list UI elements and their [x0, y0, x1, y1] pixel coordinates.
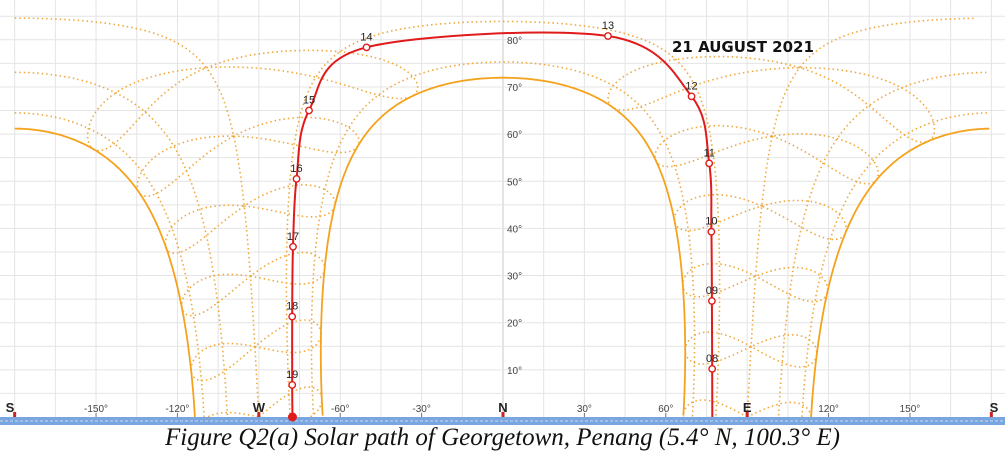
date-curve	[14, 17, 976, 416]
hour-point	[604, 32, 612, 40]
horizon-ground-band	[0, 417, 1005, 425]
hour-point	[288, 381, 297, 389]
hour-label: 09	[706, 285, 718, 297]
cardinal-marker	[501, 412, 505, 417]
y-tick-label: 20°	[507, 319, 522, 330]
x-tick-label: S	[990, 400, 999, 415]
cardinal-marker	[13, 412, 17, 417]
x-tick-label: 150°	[900, 404, 921, 415]
hour-analemma	[654, 124, 880, 185]
hour-analemma	[207, 386, 323, 418]
x-axis-ticks: S -150° -120° W -60° -30° N 30° 60° E 120° 150° S	[6, 400, 999, 417]
hour-analemma	[684, 331, 818, 368]
x-tick-label: -120°	[165, 404, 189, 415]
hour-point	[708, 365, 717, 373]
hour-point	[705, 159, 714, 168]
hour-point	[687, 92, 696, 101]
hour-label: 16	[290, 163, 302, 175]
x-tick-label: 30°	[577, 404, 592, 415]
y-axis-ticks: 10° 20° 30° 40° 50° 60° 70° 80°	[507, 36, 522, 377]
hour-analemma	[86, 49, 419, 152]
cardinal-marker	[257, 412, 261, 417]
y-tick-label: 60°	[507, 130, 522, 141]
hour-point	[708, 297, 716, 305]
x-tick-label: -60°	[331, 404, 349, 415]
hour-point	[292, 174, 301, 183]
hour-analemma	[607, 55, 936, 144]
hour-analemma	[180, 251, 326, 317]
x-tick-label: S	[6, 400, 15, 415]
hour-label: 10	[705, 216, 717, 228]
x-tick-label: -150°	[84, 404, 108, 415]
sun-path-line	[291, 31, 714, 418]
x-tick-label: -30°	[412, 404, 430, 415]
hour-point	[288, 312, 297, 321]
solstice-curve	[319, 76, 687, 416]
date-curve	[14, 71, 987, 416]
solar-path-chart: S -150° -120° W -60° -30° N 30° 60° E 120° 150° S 10…	[0, 0, 1005, 425]
grid-lines	[0, 0, 1005, 417]
hour-label: 12	[685, 80, 697, 92]
date-curve	[310, 61, 696, 417]
solstice-boundary-curves	[14, 76, 990, 417]
hour-label: 11	[703, 147, 714, 159]
hour-point	[707, 227, 716, 236]
cardinal-marker	[989, 412, 993, 417]
hour-label: 15	[303, 95, 315, 107]
x-tick-label: 120°	[818, 404, 839, 415]
hour-point	[289, 242, 297, 251]
hour-label: 13	[602, 20, 614, 32]
y-tick-label: 30°	[507, 272, 522, 283]
analemma-dotted-curves	[14, 17, 989, 418]
y-tick-label: 70°	[507, 83, 522, 94]
hour-label: 19	[286, 369, 298, 381]
hour-analemma	[682, 399, 812, 418]
y-tick-label: 50°	[507, 177, 522, 188]
cardinal-marker	[745, 412, 749, 417]
figure-caption: Figure Q2(a) Solar path of Georgetown, P…	[164, 424, 840, 451]
x-tick-label: W	[253, 400, 266, 415]
x-tick-label: N	[498, 400, 507, 415]
solstice-curve	[14, 127, 990, 417]
hour-label: 08	[706, 353, 718, 365]
x-tick-label: E	[743, 400, 752, 415]
date-curve	[285, 20, 721, 416]
hour-label: 17	[287, 231, 299, 243]
hour-label: 14	[360, 31, 372, 43]
chart-date-title: 21 AUGUST 2021	[672, 38, 814, 56]
y-tick-label: 80°	[507, 36, 522, 47]
y-tick-label: 10°	[507, 366, 522, 377]
hour-analemma	[190, 319, 322, 382]
sun-path-series: 08 09 10 11 12 13 14 15 16 17 18 19	[286, 20, 718, 422]
hour-analemma	[136, 116, 360, 198]
date-curve	[14, 112, 989, 417]
hour-analemma	[682, 262, 829, 303]
x-tick-label: 60°	[658, 404, 673, 415]
sunset-point	[287, 412, 297, 422]
y-tick-label: 40°	[507, 224, 522, 235]
hour-label: 18	[286, 301, 298, 313]
hour-analemma	[164, 184, 336, 255]
hour-point	[362, 43, 371, 52]
hour-point	[305, 106, 313, 115]
hour-analemma	[673, 193, 847, 241]
